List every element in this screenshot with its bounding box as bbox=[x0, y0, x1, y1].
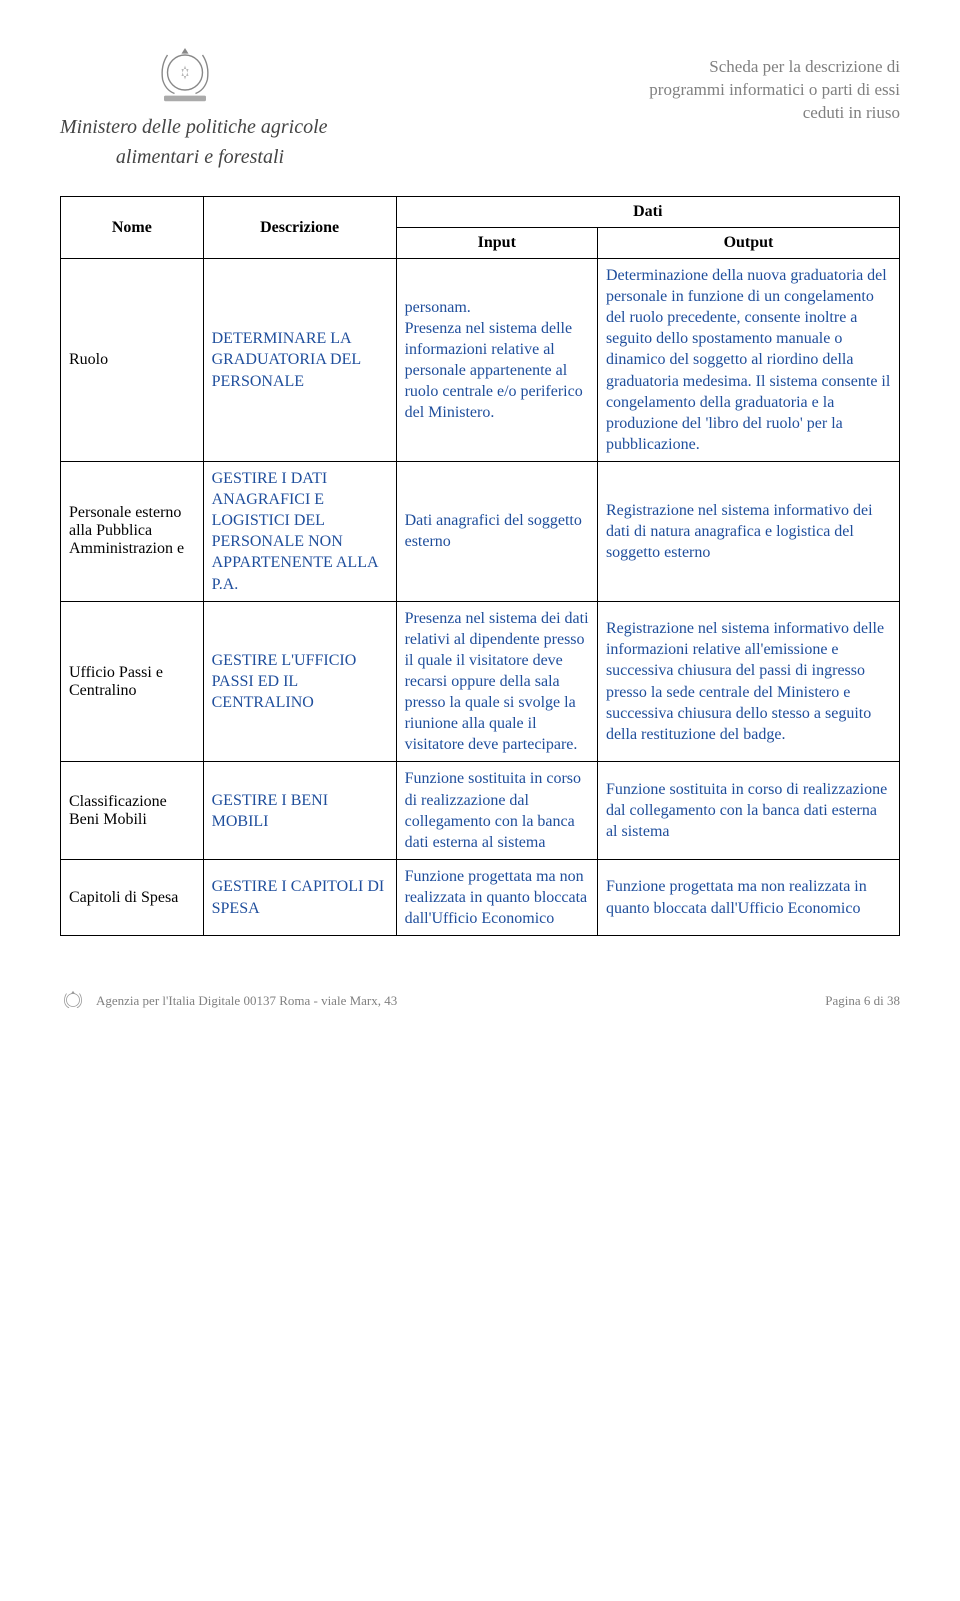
page-header: Ministero delle politiche agricole alime… bbox=[60, 40, 900, 180]
ministry-line2: alimentari e forestali bbox=[60, 142, 340, 172]
cell-descrizione: GESTIRE I BENI MOBILI bbox=[203, 762, 396, 859]
cell-nome: Personale esterno alla Pubblica Amminist… bbox=[61, 461, 204, 601]
table-row: Classificazione Beni Mobili GESTIRE I BE… bbox=[61, 762, 900, 859]
cell-input: Funzione progettata ma non realizzata in… bbox=[396, 859, 597, 935]
header-right-line3: ceduti in riuso bbox=[649, 102, 900, 125]
table-row: Capitoli di Spesa GESTIRE I CAPITOLI DI … bbox=[61, 859, 900, 935]
cell-input: Dati anagrafici del soggetto esterno bbox=[396, 461, 597, 601]
table-row: Personale esterno alla Pubblica Amminist… bbox=[61, 461, 900, 601]
cell-nome: Ufficio Passi e Centralino bbox=[61, 601, 204, 762]
header-output: Output bbox=[597, 228, 899, 259]
header-right-text: Scheda per la descrizione di programmi i… bbox=[649, 56, 900, 125]
header-input: Input bbox=[396, 228, 597, 259]
header-right-line1: Scheda per la descrizione di bbox=[649, 56, 900, 79]
header-nome: Nome bbox=[61, 197, 204, 259]
footer-page-number: Pagina 6 di 38 bbox=[825, 993, 900, 1009]
data-table-container: Nome Descrizione Dati Input Output Ruolo… bbox=[60, 196, 900, 936]
table-row: Ufficio Passi e Centralino GESTIRE L'UFF… bbox=[61, 601, 900, 762]
table-header-row-1: Nome Descrizione Dati bbox=[61, 197, 900, 228]
cell-descrizione: DETERMINARE LA GRADUATORIA DEL PERSONALE bbox=[203, 259, 396, 462]
cell-output: Determinazione della nuova graduatoria d… bbox=[597, 259, 899, 462]
cell-descrizione: GESTIRE I CAPITOLI DI SPESA bbox=[203, 859, 396, 935]
data-table: Nome Descrizione Dati Input Output Ruolo… bbox=[60, 196, 900, 936]
header-dati: Dati bbox=[396, 197, 899, 228]
cell-output: Registrazione nel sistema informativo de… bbox=[597, 601, 899, 762]
page-footer: Agenzia per l'Italia Digitale 00137 Roma… bbox=[60, 988, 900, 1018]
italy-emblem-icon bbox=[150, 40, 220, 110]
table-row: Ruolo DETERMINARE LA GRADUATORIA DEL PER… bbox=[61, 259, 900, 462]
cell-nome: Capitoli di Spesa bbox=[61, 859, 204, 935]
cell-nome: Ruolo bbox=[61, 259, 204, 462]
cell-nome: Classificazione Beni Mobili bbox=[61, 762, 204, 859]
cell-output: Funzione progettata ma non realizzata in… bbox=[597, 859, 899, 935]
cell-descrizione: GESTIRE I DATI ANAGRAFICI E LOGISTICI DE… bbox=[203, 461, 396, 601]
header-descrizione: Descrizione bbox=[203, 197, 396, 259]
cell-descrizione: GESTIRE L'UFFICIO PASSI ED IL CENTRALINO bbox=[203, 601, 396, 762]
footer-center-text: Agenzia per l'Italia Digitale 00137 Roma… bbox=[96, 993, 397, 1009]
cell-output: Funzione sostituita in corso di realizza… bbox=[597, 762, 899, 859]
cell-input: personam. Presenza nel sistema delle inf… bbox=[396, 259, 597, 462]
ministry-line1: Ministero delle politiche agricole bbox=[60, 112, 340, 142]
header-right-line2: programmi informatici o parti di essi bbox=[649, 79, 900, 102]
footer-emblem-icon bbox=[60, 988, 86, 1017]
cell-input: Funzione sostituita in corso di realizza… bbox=[396, 762, 597, 859]
cell-output: Registrazione nel sistema informativo de… bbox=[597, 461, 899, 601]
ministry-title: Ministero delle politiche agricole alime… bbox=[60, 112, 340, 172]
cell-input: Presenza nel sistema dei dati relativi a… bbox=[396, 601, 597, 762]
